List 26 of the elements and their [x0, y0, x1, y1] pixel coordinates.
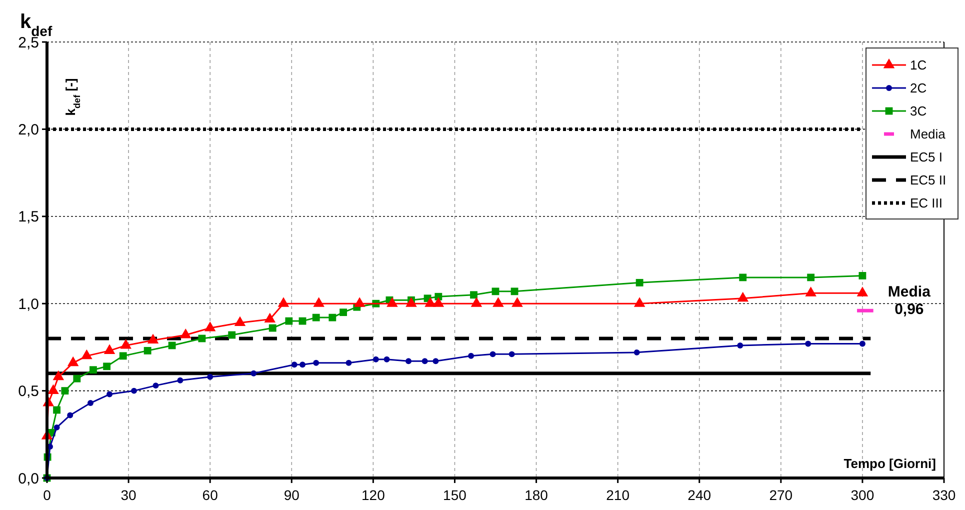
legend-label: 3C [910, 104, 927, 119]
legend-label: EC III [910, 196, 943, 211]
x-tick-label: 240 [688, 487, 712, 503]
x-tick-label: 90 [284, 487, 300, 503]
y-tick-label: 0,0 [18, 470, 39, 488]
x-tick-label: 300 [850, 487, 874, 503]
y-tick-label: 0,5 [18, 383, 39, 400]
x-tick-label: 30 [120, 487, 137, 503]
y-tick-label: 1,0 [18, 296, 39, 313]
y-tick-label: 2,0 [18, 121, 39, 138]
legend-label: 2C [910, 80, 927, 96]
x-tick-label: 120 [362, 487, 386, 503]
x-tick-label: 180 [524, 487, 548, 503]
legend-label: EC5 II [910, 172, 946, 188]
x-axis-title: Tempo [Giorni] [844, 456, 936, 471]
legend-label: 1C [910, 58, 927, 73]
annotation: Media 0,96 [888, 284, 932, 318]
x-tick-label: 150 [443, 487, 467, 503]
y-tick-label: 1,5 [18, 208, 39, 226]
legend-label: Media [910, 126, 946, 142]
x-tick-label: 210 [606, 487, 630, 503]
x-tick-label: 330 [932, 487, 956, 503]
legend-label: EC5 I [910, 150, 943, 165]
x-tick-label: 60 [202, 487, 218, 503]
x-tick-label: 270 [769, 487, 793, 503]
x-tick-label: 0 [43, 487, 52, 503]
